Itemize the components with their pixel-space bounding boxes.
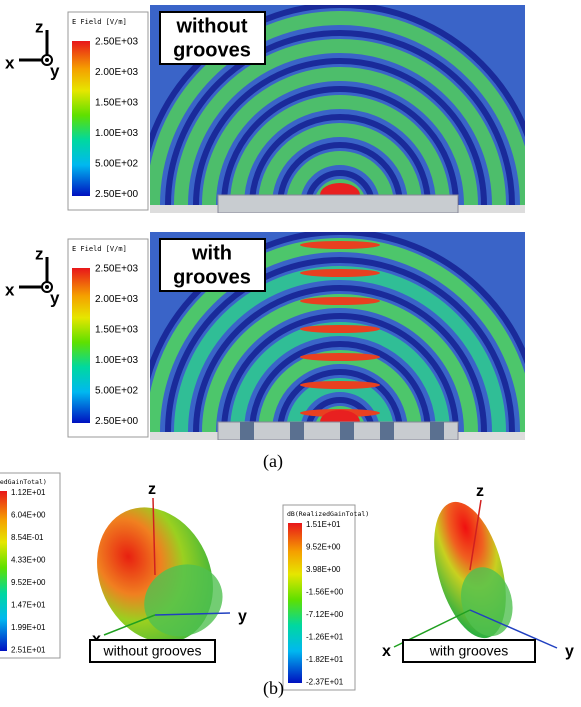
hot-band [300,241,380,249]
colorbar [288,523,302,683]
axis-label: x [382,643,391,660]
plot-label-box [402,639,536,663]
antenna [217,421,459,440]
legend-value: 2.51E+01 [11,646,46,655]
hot-band [300,353,380,361]
field-plot [150,5,525,213]
legend-value: -1.82E+01 [306,655,344,664]
axis-arrow [469,609,558,649]
plot-label-box [89,639,216,663]
axis-label: y [238,608,247,625]
legend-value: 2.00E+03 [95,67,139,78]
caption: (a) [263,451,283,472]
plot-label: without grooves [102,643,201,659]
legend-value: 1.00E+03 [95,128,139,139]
axis-origin [45,285,49,289]
groove [290,422,304,440]
legend-value: 5.00E+02 [95,159,139,170]
legend-value: 8.54E-01 [11,533,44,542]
groove [430,422,444,440]
pattern-lobe [144,564,223,637]
legend-value: 1.50E+03 [95,325,139,336]
legend-value: 9.52E+00 [11,578,46,587]
legend-value: -1.56E+00 [306,588,344,597]
legend-title: E Field [V/m] [72,245,127,253]
legend-value: 1.51E+01 [306,520,341,529]
hot-band [300,325,380,333]
legend-value: -2.37E+01 [306,678,344,687]
plot-label: without [175,15,247,37]
axis-origin [45,58,49,62]
antenna [217,194,459,213]
axis-label: y [565,643,574,660]
colorbar [72,268,90,423]
plot-label: grooves [173,266,251,288]
colorbar [0,491,7,651]
plot-label: with grooves [429,643,509,659]
legend-value: 3.98E+00 [306,565,341,574]
caption: (b) [263,678,284,699]
axis-label: y [50,61,60,80]
legend-value: 2.50E+03 [95,37,139,48]
axis-label: x [5,53,15,72]
legend-title: E Field [V/m] [72,18,127,26]
legend-value: 2.50E+03 [95,264,139,275]
legend-value: -1.26E+01 [306,633,344,642]
axis-label: z [35,17,44,36]
axis-arrow [152,497,156,576]
legend-value: 6.04E+00 [11,511,46,520]
plot-label: grooves [173,39,251,61]
legend-value: -7.12E+00 [306,610,344,619]
hot-band [300,381,380,389]
axis-label: z [476,483,484,500]
legend-value: 5.00E+02 [95,386,139,397]
hot-band [300,297,380,305]
legend-value: 2.00E+03 [95,294,139,305]
pattern-lobe [460,567,513,637]
plot-label-box [159,11,266,65]
legend-value: 9.52E+00 [306,543,341,552]
axis-arrow [103,614,156,636]
axis-arrow [469,499,482,571]
legend-title: dB(RealizedGainTotal) [287,510,369,518]
groove [380,422,394,440]
legend-value: 2.50E+00 [95,416,139,427]
legend-value: 1.50E+03 [95,98,139,109]
legend-box [0,472,61,659]
axis-label: y [50,288,60,307]
axis-label: z [148,481,156,498]
legend-value: 1.47E+01 [11,601,46,610]
axis-label: x [5,280,15,299]
hot-band [300,269,380,277]
colorbar [72,41,90,196]
legend-value: 2.50E+00 [95,189,139,200]
groove [340,422,354,440]
plot-label: with [191,242,232,264]
groove [240,422,254,440]
legend-value: 1.12E+01 [11,488,46,497]
legend-value: 1.99E+01 [11,623,46,632]
plot-label-box [159,238,266,292]
legend-value: 1.00E+03 [95,355,139,366]
field-plot [150,232,525,440]
legend-title: izedGainTotal) [0,478,47,486]
legend-value: 4.33E+00 [11,556,46,565]
axis-label: z [35,244,44,263]
axis-arrow [154,612,231,616]
